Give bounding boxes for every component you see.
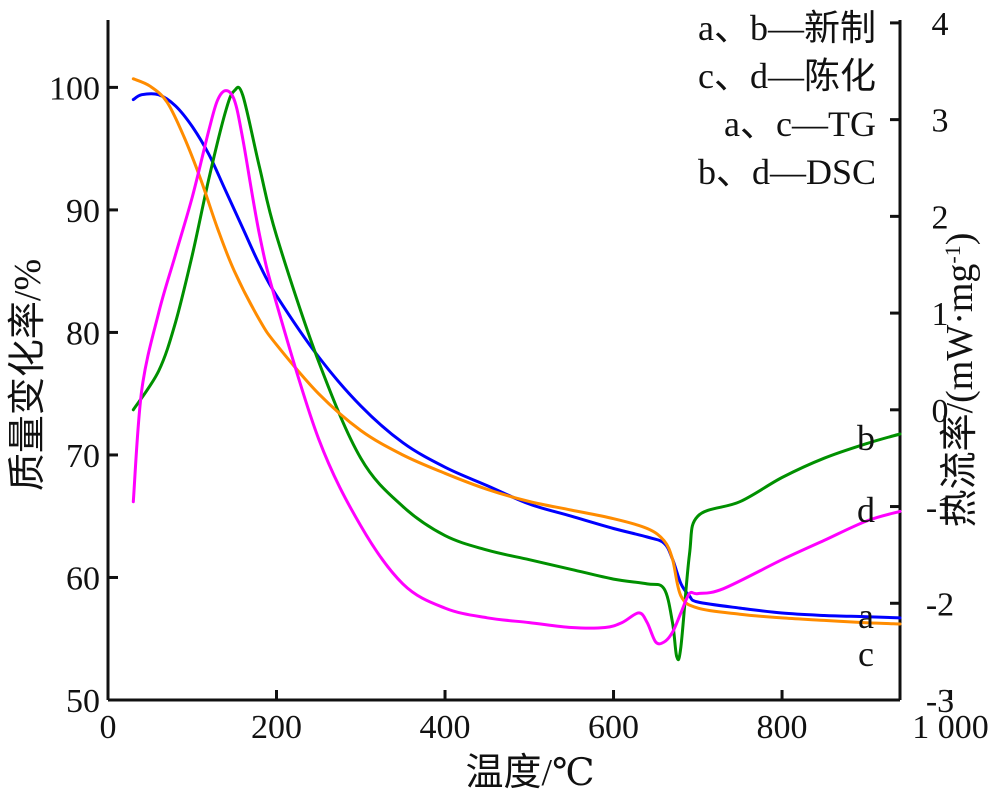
y-left-tick-label: 60 (66, 560, 100, 597)
y-right-tick-label: -1 (926, 490, 954, 527)
y-right-tick-label: 2 (932, 199, 949, 236)
right-y-axis-title: 热流率/(mW·mg-1) (939, 233, 981, 528)
series-line-b (131, 85, 902, 662)
curve-labels: b d a c (857, 418, 875, 674)
x-tick-label: 600 (588, 709, 639, 746)
x-tick-label: 1 000 (912, 709, 989, 746)
axes (106, 20, 902, 702)
y-right-tick-label: 4 (932, 6, 949, 43)
x-tick-label: 400 (420, 709, 471, 746)
y-left-tick-label: 50 (66, 683, 100, 720)
series-line-d (131, 89, 902, 646)
x-tick-label: 200 (251, 709, 302, 746)
right-y-axis-title-main: 热流率/(mW·mg (939, 264, 981, 528)
legend-entry-tg: a、c—TG (724, 104, 876, 144)
series-layer (131, 77, 902, 662)
legend-entry-dsc: b、d—DSC (698, 152, 876, 192)
right-y-axis-title-close: ) (939, 233, 981, 246)
x-axis-title: 温度/℃ (465, 752, 594, 794)
x-tick-label: 0 (100, 709, 117, 746)
ticks: 0 200 400 600 800 1 000 50 60 70 80 90 100 -3 -2 -1 0 1 2… (49, 6, 989, 746)
y-right-tick-label: -2 (926, 586, 954, 623)
y-right-tick-label: 0 (932, 393, 949, 430)
curve-label-a: a (858, 596, 874, 636)
y-right-tick-label: -3 (926, 683, 954, 720)
legend-entry-new: a、b—新制 (698, 8, 876, 48)
legend: a、b—新制 c、d—陈化 a、c—TG b、d—DSC (698, 8, 876, 192)
y-left-tick-label: 80 (66, 315, 100, 352)
y-right-tick-label: 1 (932, 296, 949, 333)
curve-label-c: c (858, 634, 874, 674)
y-left-tick-label: 90 (66, 193, 100, 230)
y-left-tick-label: 100 (49, 70, 100, 107)
y-left-tick-label: 70 (66, 438, 100, 475)
curve-label-b: b (857, 418, 875, 458)
y-right-tick-label: 3 (932, 103, 949, 140)
series-line-c (131, 77, 902, 626)
left-y-axis-title: 质量变化率/% (7, 259, 49, 491)
legend-entry-aged: c、d—陈化 (698, 56, 876, 96)
x-tick-label: 800 (757, 709, 808, 746)
right-y-axis-title-exp: -1 (940, 245, 965, 263)
curve-label-d: d (857, 490, 875, 530)
